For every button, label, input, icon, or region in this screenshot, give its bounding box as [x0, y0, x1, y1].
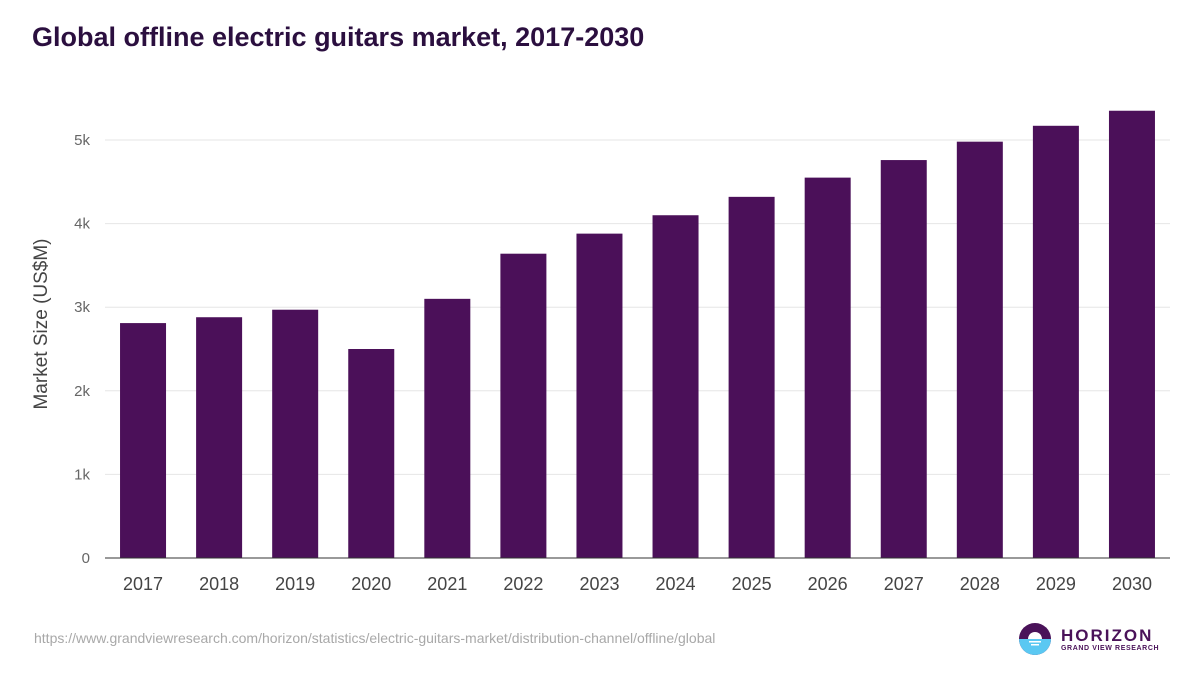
chart-title: Global offline electric guitars market, …: [32, 22, 645, 52]
x-tick-label: 2026: [808, 574, 848, 594]
bar-2029: [1032, 125, 1079, 559]
x-tick-label: 2029: [1036, 574, 1076, 594]
bar-2030: [1108, 110, 1155, 559]
logo-name: HORIZON: [1061, 625, 1154, 645]
bar-2018: [196, 317, 243, 558]
bar-2020: [348, 349, 395, 558]
x-tick-label: 2025: [732, 574, 772, 594]
y-tick-label: 3k: [74, 299, 90, 316]
x-tick-label: 2023: [579, 574, 619, 594]
y-tick-label: 5k: [74, 132, 90, 149]
bar-2019: [272, 309, 319, 558]
bar-2022: [500, 253, 547, 559]
x-tick-label: 2022: [503, 574, 543, 594]
y-tick-label: 1k: [74, 466, 90, 483]
horizon-logo-icon: [1019, 623, 1051, 655]
y-tick-label: 2k: [74, 383, 90, 400]
bar-2017: [120, 323, 167, 558]
logo-sub: GRAND VIEW RESEARCH: [1061, 644, 1160, 652]
x-tick-label: 2028: [960, 574, 1000, 594]
x-tick-label: 2019: [275, 574, 315, 594]
bar-2021: [424, 298, 471, 558]
source-url[interactable]: https://www.grandviewresearch.com/horizo…: [34, 630, 716, 646]
x-tick-label: 2027: [884, 574, 924, 594]
x-tick-label: 2017: [123, 574, 163, 594]
bar-2023: [576, 233, 623, 558]
x-tick-label: 2024: [656, 574, 696, 594]
x-tick-label: 2018: [199, 574, 239, 594]
horizon-logo: HORIZON GRAND VIEW RESEARCH: [1019, 623, 1159, 655]
bar-2027: [880, 160, 927, 558]
x-tick-label: 2030: [1112, 574, 1152, 594]
y-axis-label: Market Size (US$M): [31, 238, 52, 409]
bar-2028: [956, 141, 1003, 558]
y-tick-label: 4k: [74, 216, 90, 233]
bar-2025: [728, 196, 775, 558]
y-tick-label: 0: [82, 550, 90, 567]
bar-2026: [804, 177, 851, 558]
bar-2024: [652, 215, 699, 559]
x-tick-label: 2020: [351, 574, 391, 594]
x-tick-label: 2021: [427, 574, 467, 594]
